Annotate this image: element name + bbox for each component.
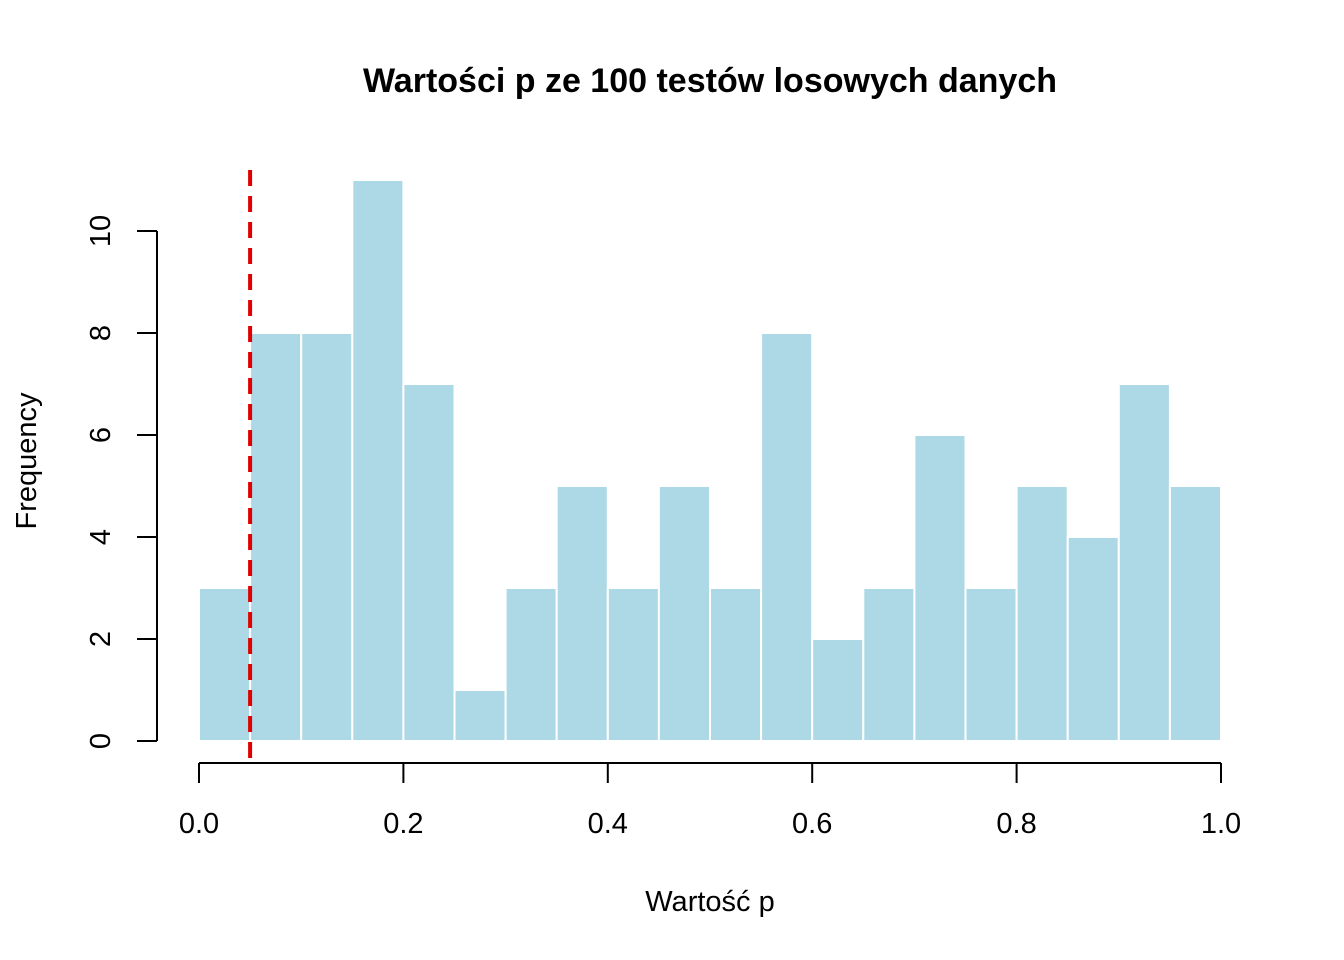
histogram-bar (862, 587, 916, 742)
x-tick-label: 0.8 (996, 808, 1036, 840)
x-tick-label: 0.0 (179, 808, 219, 840)
histogram-bar (453, 689, 507, 742)
y-tick-label: 10 (85, 215, 117, 247)
y-axis-label: Frequency (11, 392, 43, 530)
histogram-bar (964, 587, 1018, 742)
histogram-bar (249, 332, 303, 742)
histogram-bar (351, 179, 405, 742)
histogram-bar (504, 587, 558, 742)
x-axis: 0.0 0.2 0.4 0.6 0.8 1.0 (179, 762, 1241, 840)
histogram-bar (198, 587, 252, 742)
bars-group (198, 179, 1223, 742)
x-tick-label: 0.4 (588, 808, 628, 840)
x-tick-label: 0.6 (792, 808, 832, 840)
histogram-bar (555, 485, 609, 742)
y-tick-label: 2 (85, 631, 117, 647)
x-tick-label: 0.2 (383, 808, 423, 840)
x-axis-label: Wartość p (645, 886, 774, 918)
y-tick-label: 8 (85, 325, 117, 341)
histogram-bar (606, 587, 660, 742)
histogram-bar (402, 383, 456, 742)
histogram-bar (811, 638, 865, 742)
chart-title: Wartości p ze 100 testów losowych danych (363, 62, 1057, 100)
y-tick-label: 6 (85, 427, 117, 443)
histogram-bar (1168, 485, 1223, 742)
histogram-bar (1117, 383, 1171, 742)
y-tick-label: 4 (85, 529, 117, 545)
histogram-bar (1066, 536, 1120, 742)
y-tick-label: 0 (85, 733, 117, 749)
y-axis: 0 2 4 6 8 10 (85, 215, 158, 749)
histogram-bar (657, 485, 712, 742)
histogram-bar (709, 587, 763, 742)
histogram-bar (1015, 485, 1069, 742)
histogram-bar (300, 332, 354, 742)
histogram-bar (760, 332, 814, 742)
x-tick-label: 1.0 (1201, 808, 1241, 840)
histogram-bar (913, 434, 967, 742)
